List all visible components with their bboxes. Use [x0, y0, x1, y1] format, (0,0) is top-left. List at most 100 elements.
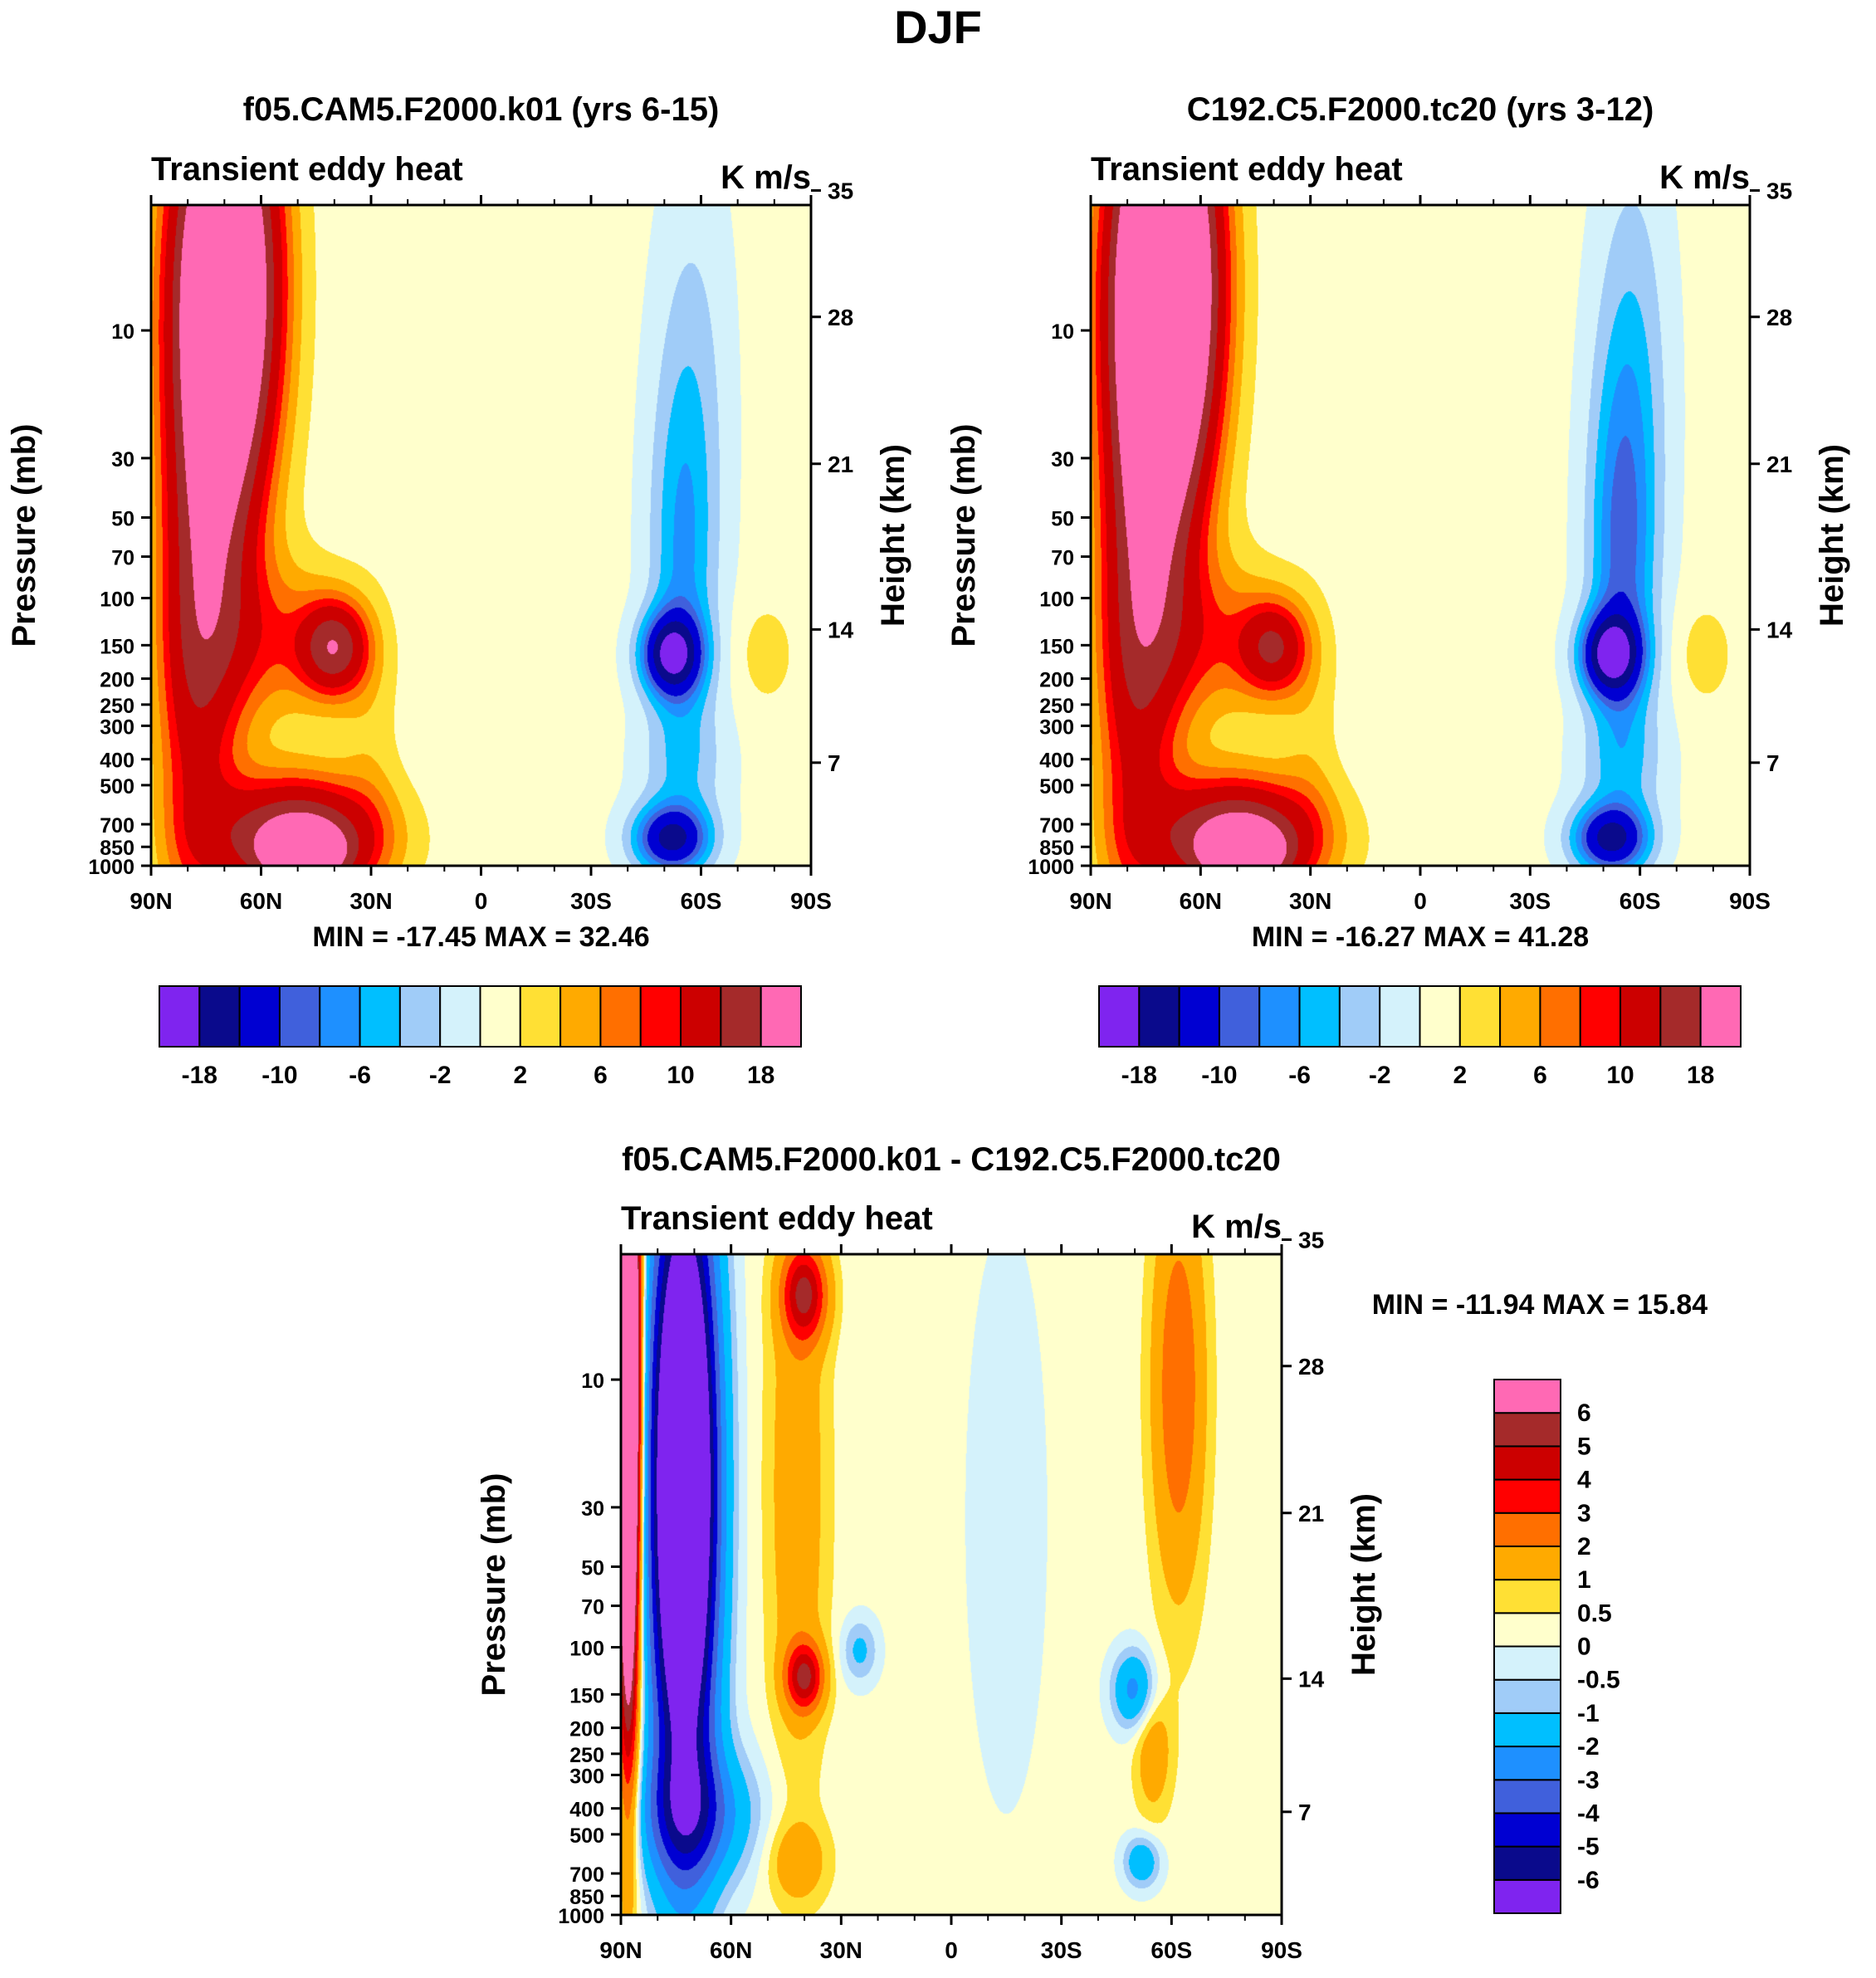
- y2-axis-title: Height (km): [875, 444, 911, 627]
- colorbar-swatch: [319, 985, 361, 1048]
- colorbar-label: 2: [1453, 1062, 1467, 1089]
- y2-tick-label: 28: [1766, 305, 1792, 330]
- colorbar-label: -0.5: [1577, 1667, 1620, 1694]
- panel-left-label: Transient eddy heat: [621, 1200, 933, 1237]
- colorbar-label: 1: [1577, 1566, 1591, 1594]
- colorbar-swatch: [1493, 1812, 1561, 1848]
- colorbar-label: -4: [1577, 1800, 1600, 1827]
- colorbar-swatch: [599, 985, 642, 1048]
- y-tick-label: 850: [1039, 837, 1074, 860]
- y-tick-label: 100: [1039, 589, 1074, 612]
- colorbar-label: 6: [594, 1062, 608, 1089]
- x-tick-label: 0: [945, 1937, 958, 1963]
- y-tick-label: 70: [581, 1596, 604, 1619]
- plot-labels: f05.CAM5.F2000.k01 (yrs 6-15) Transient e…: [6, 91, 1850, 1963]
- colorbar-label: -18: [182, 1062, 217, 1089]
- y2-tick-label: 7: [1298, 1800, 1312, 1825]
- y-tick-label: 400: [569, 1799, 604, 1822]
- colorbar-swatch: [720, 985, 762, 1048]
- x-tick-label: 60S: [1151, 1937, 1192, 1963]
- colorbar-label: -6: [349, 1062, 371, 1089]
- y-tick-label: 50: [581, 1556, 604, 1580]
- y-tick-label: 10: [111, 320, 134, 344]
- y2-tick-label: 35: [828, 178, 853, 203]
- y-tick-label: 200: [569, 1718, 604, 1741]
- colorbar-label: 2: [1577, 1533, 1591, 1560]
- x-tick-label: 60S: [1620, 888, 1661, 914]
- x-tick-label: 30N: [349, 888, 392, 914]
- panel-left-label: Transient eddy heat: [1091, 151, 1403, 188]
- panel-right-label: K m/s: [721, 159, 811, 196]
- y2-tick-label: 7: [828, 750, 841, 776]
- colorbar-swatch: [1098, 985, 1141, 1048]
- y-tick-label: 500: [569, 1824, 604, 1848]
- colorbar-label: 4: [1577, 1467, 1591, 1494]
- y-tick-label: 250: [1039, 695, 1074, 718]
- colorbar-swatch: [479, 985, 521, 1048]
- colorbar-swatch: [439, 985, 481, 1048]
- colorbar-swatch: [1493, 1445, 1561, 1481]
- y-tick-label: 250: [569, 1744, 604, 1767]
- colorbar-swatch: [1493, 1612, 1561, 1648]
- x-tick-label: 90N: [599, 1937, 642, 1963]
- colorbar-label: -5: [1577, 1834, 1600, 1861]
- contour-field-1: [1091, 205, 1750, 866]
- y-tick-label: 500: [100, 775, 134, 799]
- y-tick-label: 300: [100, 715, 134, 739]
- y-tick-label: 250: [100, 695, 134, 718]
- y-axis-title: Pressure (mb): [476, 1473, 512, 1697]
- colorbar-label: -6: [1577, 1867, 1600, 1894]
- y-tick-label: 1000: [1028, 856, 1074, 879]
- y-tick-label: 700: [1039, 814, 1074, 838]
- colorbar-swatch: [1620, 985, 1662, 1048]
- y-tick-label: 1000: [558, 1905, 604, 1928]
- colorbar-swatch: [1218, 985, 1261, 1048]
- y2-tick-label: 35: [1766, 178, 1792, 203]
- x-tick-label: 90N: [129, 888, 172, 914]
- y-tick-label: 150: [569, 1684, 604, 1707]
- colorbar-label: 2: [513, 1062, 527, 1089]
- colorbar-swatch: [1458, 985, 1502, 1048]
- colorbar-swatch: [1493, 1412, 1561, 1448]
- y-tick-label: 1000: [88, 856, 134, 879]
- colorbar-swatch: [1338, 985, 1381, 1048]
- y-tick-label: 700: [569, 1863, 604, 1887]
- colorbar-swatch: [1699, 985, 1742, 1048]
- colorbar-swatch: [1493, 1746, 1561, 1781]
- colorbar-label: -1: [1577, 1700, 1600, 1727]
- colorbar-swatch: [1419, 985, 1461, 1048]
- min-max-stats: MIN = -16.27 MAX = 41.28: [1252, 921, 1589, 953]
- y-tick-label: 30: [111, 448, 134, 471]
- colorbar-label: 6: [1533, 1062, 1547, 1089]
- y2-tick-label: 21: [1766, 452, 1792, 477]
- colorbar-swatch: [1493, 1512, 1561, 1547]
- y2-axis-title: Height (km): [1346, 1493, 1382, 1676]
- x-tick-label: 60N: [240, 888, 282, 914]
- contour-fields: [151, 205, 1750, 1915]
- contour-field-0: [151, 205, 811, 866]
- colorbar-label: 3: [1577, 1500, 1591, 1527]
- y-tick-label: 850: [100, 837, 134, 860]
- colorbar-swatch: [1138, 985, 1180, 1048]
- colorbar-swatch: [760, 985, 802, 1048]
- y-tick-label: 850: [569, 1886, 604, 1909]
- panel-right-label: K m/s: [1659, 159, 1750, 196]
- y-tick-label: 400: [100, 750, 134, 773]
- x-tick-label: 60N: [710, 1937, 752, 1963]
- colorbar-swatch: [1258, 985, 1301, 1048]
- panel-title: f05.CAM5.F2000.k01 - C192.C5.F2000.tc20: [622, 1141, 1281, 1178]
- colorbar-swatch: [1659, 985, 1702, 1048]
- colorbar-swatch: [1493, 1779, 1561, 1814]
- y2-tick-label: 21: [828, 452, 853, 477]
- colorbar-label: 5: [1577, 1433, 1591, 1460]
- y-tick-label: 100: [100, 589, 134, 612]
- panel-right-label: K m/s: [1191, 1209, 1282, 1245]
- colorbar-swatch: [398, 985, 442, 1048]
- plot-frames: [141, 188, 1760, 1925]
- y2-tick-label: 28: [1298, 1354, 1324, 1380]
- colorbar-swatch: [1493, 1545, 1561, 1581]
- colorbar-swatch: [1499, 985, 1541, 1048]
- colorbar-label: -10: [261, 1062, 297, 1089]
- y-tick-label: 500: [1039, 775, 1074, 799]
- x-tick-label: 0: [475, 888, 488, 914]
